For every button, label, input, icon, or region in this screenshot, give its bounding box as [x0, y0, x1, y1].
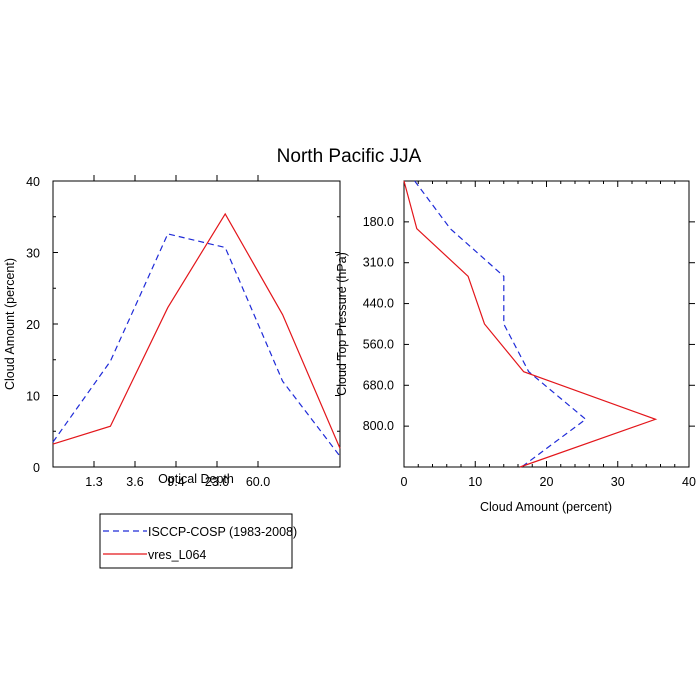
left-y-axis-label: Cloud Amount (percent)	[3, 258, 17, 390]
legend: ISCCP-COSP (1983-2008) vres_L064	[99, 513, 297, 569]
left-y-tick-label: 0	[33, 461, 40, 475]
left-series-isccp-line	[52, 233, 341, 457]
left-x-tick-label: 9.4	[167, 475, 184, 489]
right-y-tick-label: 560.0	[363, 337, 394, 351]
right-y-axis-label: Cloud Top Pressure (hPa)	[335, 252, 349, 396]
right-y-tick-label: 180.0	[363, 215, 394, 229]
left-x-tick-label: 1.3	[85, 475, 102, 489]
legend-label-isccp: ISCCP-COSP (1983-2008)	[148, 525, 297, 539]
left-plot-frame	[52, 180, 341, 468]
right-x-tick-label: 0	[401, 475, 408, 489]
left-x-tick-label: 60.0	[246, 475, 270, 489]
left-y-tick-label: 10	[26, 390, 40, 404]
right-x-tick-label: 20	[540, 475, 554, 489]
right-panel: 0 10 20 30 40180.0310.0440.0560.0680.0800.0 …	[335, 180, 696, 514]
left-series-model-line	[52, 212, 341, 449]
left-tick-marks	[53, 175, 340, 468]
left-series-lines	[52, 212, 341, 457]
left-y-tick-label: 30	[26, 247, 40, 261]
right-series-lines	[403, 180, 658, 468]
right-y-tick-label: 800.0	[363, 419, 394, 433]
right-tick-labels: 0 10 20 30 40 180.0 310.0 440.0 560.0 680.0 800.0	[363, 215, 696, 489]
right-y-tick-label: 440.0	[363, 297, 394, 311]
right-y-tick-label: 680.0	[363, 378, 394, 392]
left-tick-labels: 0 10 20 30 40 1.3 3.6 9.4 23.0 60.0	[26, 175, 270, 489]
right-x-axis-label: Cloud Amount (percent)	[480, 500, 612, 514]
legend-label-model: vres_L064	[148, 548, 206, 562]
right-y-tick-label: 310.0	[363, 256, 394, 270]
legend-box	[99, 513, 293, 569]
left-y-tick-label: 40	[26, 175, 40, 189]
left-panel: 0 10 20 30 40 1.3 3.6 9.4 23.0 60.0 Optical Depth…	[3, 175, 341, 489]
left-x-axis-label: Optical Depth	[158, 472, 234, 486]
left-y-tick-label: 20	[26, 318, 40, 332]
right-x-tick-label: 10	[468, 475, 482, 489]
right-x-tick-label: 30	[611, 475, 625, 489]
right-tick-marks	[403, 181, 695, 467]
right-x-tick-label: 40	[682, 475, 696, 489]
chart-title: North Pacific JJA	[277, 146, 422, 167]
left-x-tick-label: 3.6	[126, 475, 143, 489]
left-x-tick-label: 23.0	[205, 475, 229, 489]
right-series-model-line	[403, 180, 658, 468]
right-series-isccp-line	[414, 180, 587, 468]
